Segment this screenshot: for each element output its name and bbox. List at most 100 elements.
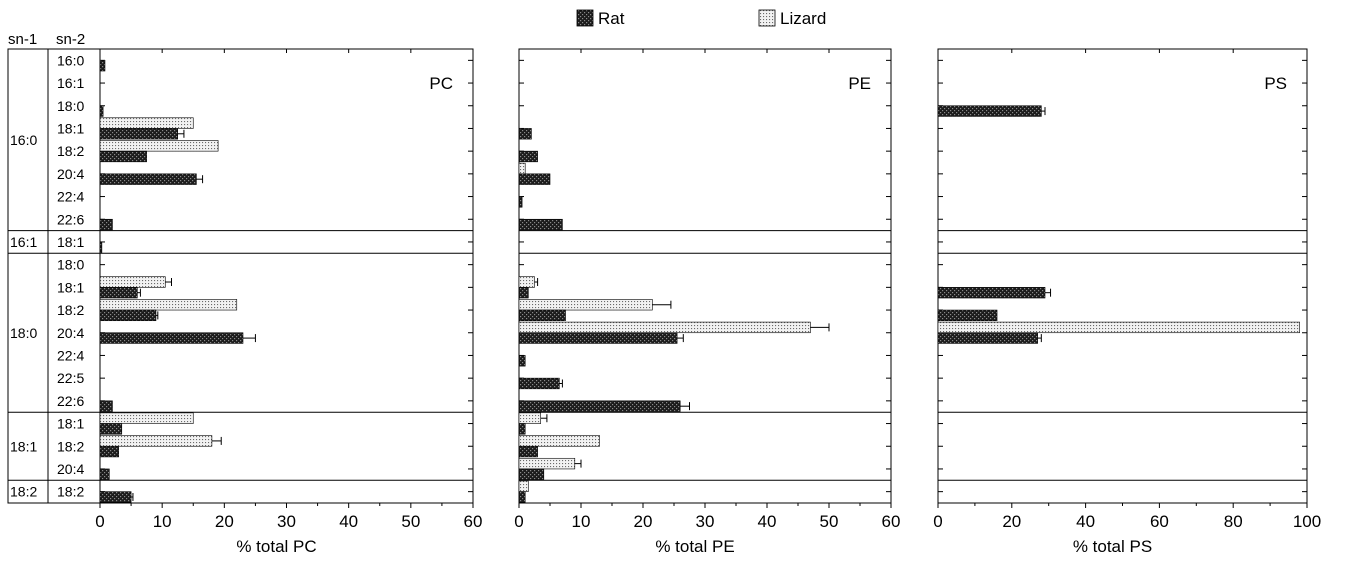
sn2-label: 22:5 [57,370,84,386]
sn1-label: 18:2 [10,484,37,500]
sn1-label: 18:1 [10,438,37,454]
bar-rat [99,150,147,163]
panel-title: PE [848,74,871,93]
x-tick-label: 60 [882,512,901,531]
bar-rat [99,468,110,480]
bar-lizard [518,276,535,288]
row-label-table: 16:0 16:1 18:0 18:1 18:2 20:4 22:4 22:6 16:0 18:1… [7,48,101,504]
bar-rat [99,445,119,458]
bar-lizard [99,435,213,447]
legend: Rat Lizard [576,9,826,28]
x-tick-label: 50 [401,512,420,531]
x-tick-label: 40 [339,512,358,531]
bar-rat [99,60,106,72]
bar-rat [518,218,563,231]
sn2-label: 18:0 [57,257,84,273]
sn2-label: 16:1 [57,75,84,91]
x-tick-label: 20 [1002,512,1021,531]
bar-lizard [518,412,542,424]
panel-pc: 0 10 20 30 40 50 60 % total PC PC [95,48,483,556]
bar-rat [518,355,526,367]
bar-lizard [518,480,529,492]
bar-lizard [99,299,238,311]
bar-lizard [518,435,600,447]
bar-lizard [518,299,653,311]
x-tick-label: 20 [215,512,234,531]
x-tick-label: 0 [95,512,104,531]
x-tick-label: 60 [464,512,483,531]
bar-rat [99,218,113,231]
x-tick-label: 10 [153,512,172,531]
sn2-label: 22:6 [57,211,84,227]
bar-rat [518,309,566,322]
bar-lizard [518,457,576,470]
panel-ps: 0 20 40 60 80 100 % total PS PS [933,48,1321,556]
x-tick-label: 10 [572,512,591,531]
x-tick-label: 80 [1224,512,1243,531]
bar-rat [518,423,526,435]
bar-lizard [518,162,526,175]
sn2-header: sn-2 [56,31,85,48]
bar-rat [99,332,244,344]
x-axis-label: % total PC [236,537,316,556]
bar-lizard [937,321,1300,334]
sn1-header: sn-1 [8,31,37,48]
bar-lizard [99,140,219,152]
bar-rat [99,173,197,185]
x-axis-label: % total PE [655,537,734,556]
sn2-label: 20:4 [57,166,84,182]
x-tick-label: 100 [1293,512,1321,531]
sn2-label: 18:1 [57,416,84,432]
panel-title: PC [429,74,453,93]
x-tick-label: 20 [634,512,653,531]
bar-rat [99,423,123,435]
row-table-border [7,48,101,504]
x-tick-label: 0 [514,512,523,531]
bar-rat [518,445,538,458]
bar-rat [518,468,545,480]
bar-rat [99,491,132,503]
x-tick-label: 40 [1076,512,1095,531]
legend-swatch-lizard [758,9,776,27]
sn1-label: 18:0 [10,325,37,341]
bar-rat [99,287,138,299]
sn2-label: 18:2 [57,143,84,159]
bar-rat [937,309,998,322]
bar-rat [937,332,1038,344]
sn2-label: 18:2 [57,484,84,500]
panel-pe: 0 10 20 30 40 50 60 % total PE PE [514,48,901,556]
sn2-label: 18:2 [57,438,84,454]
legend-swatch-rat [576,9,594,27]
x-tick-label: 40 [758,512,777,531]
bar-rat [99,400,113,412]
sn2-label: 20:4 [57,325,84,341]
bar-lizard [99,117,194,129]
bar-rat [518,196,523,208]
bar-rat [99,241,103,253]
legend-label-rat: Rat [598,9,625,28]
bar-rat [937,105,1042,117]
sn1-label: 16:0 [10,132,37,148]
bar-rat [99,105,104,117]
plot-frame [937,48,1308,504]
bar-lizard [99,276,166,288]
bar-rat [518,332,678,344]
x-tick-label: 50 [820,512,839,531]
legend-label-lizard: Lizard [780,9,826,28]
bar-rat [518,150,538,163]
bar-rat [518,377,560,390]
x-tick-label: 60 [1150,512,1169,531]
sn2-label: 16:0 [57,52,84,68]
plot-frame [99,48,474,504]
sn2-label: 18:1 [57,120,84,136]
bar-rat [99,309,157,322]
sn2-label: 22:4 [57,189,84,205]
sn2-label: 20:4 [57,461,84,477]
bar-lizard [99,412,194,424]
sn2-label: 18:1 [57,234,84,250]
x-axis-label: % total PS [1073,537,1152,556]
x-tick-label: 30 [277,512,296,531]
bar-rat [937,287,1046,299]
bar-rat [518,128,532,140]
